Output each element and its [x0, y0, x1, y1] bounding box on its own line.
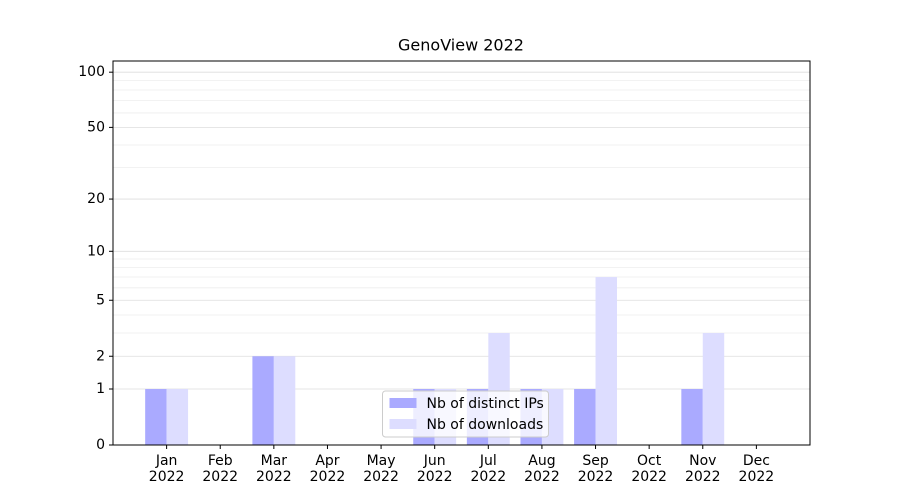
x-tick-label: Apr 2022: [309, 453, 346, 485]
bar: [681, 389, 703, 445]
chart-title: GenoView 2022: [398, 36, 524, 55]
x-tick-label: Jul 2022: [470, 453, 507, 485]
x-tick-label: Nov 2022: [684, 453, 721, 485]
x-tick-label: Dec 2022: [738, 453, 775, 485]
y-tick-label: 10: [87, 243, 105, 259]
y-tick-label: 50: [87, 119, 105, 135]
y-tick-label: 5: [96, 292, 105, 308]
legend-label: Nb of distinct IPs: [427, 396, 544, 412]
x-tick-label: Aug 2022: [524, 453, 560, 485]
y-tick-label: 2: [96, 348, 105, 364]
bar: [273, 356, 296, 445]
bar: [252, 356, 274, 445]
x-tick-label: Sep 2022: [577, 453, 614, 485]
bar: [595, 277, 617, 445]
y-tick-label: 1: [96, 381, 105, 397]
x-tick-label: Feb 2022: [202, 453, 239, 485]
bar: [145, 389, 167, 445]
x-tick-label: Jan 2022: [148, 453, 185, 485]
x-tick-label: Oct 2022: [631, 453, 667, 485]
legend-label: Nb of downloads: [427, 417, 544, 433]
bar: [574, 389, 596, 445]
x-tick-label: Jun 2022: [416, 453, 453, 485]
plot-frame: [112, 60, 811, 446]
x-tick-label: Mar 2022: [256, 453, 292, 485]
bar: [702, 333, 725, 445]
legend-box: [382, 390, 549, 438]
legend-swatch: [389, 419, 417, 429]
bar: [166, 389, 189, 445]
y-tick-label: 0: [96, 437, 105, 453]
x-tick-label: May 2022: [363, 453, 399, 485]
y-tick-label: 100: [78, 64, 105, 80]
legend-swatch: [389, 398, 417, 408]
y-tick-label: 20: [87, 191, 105, 207]
